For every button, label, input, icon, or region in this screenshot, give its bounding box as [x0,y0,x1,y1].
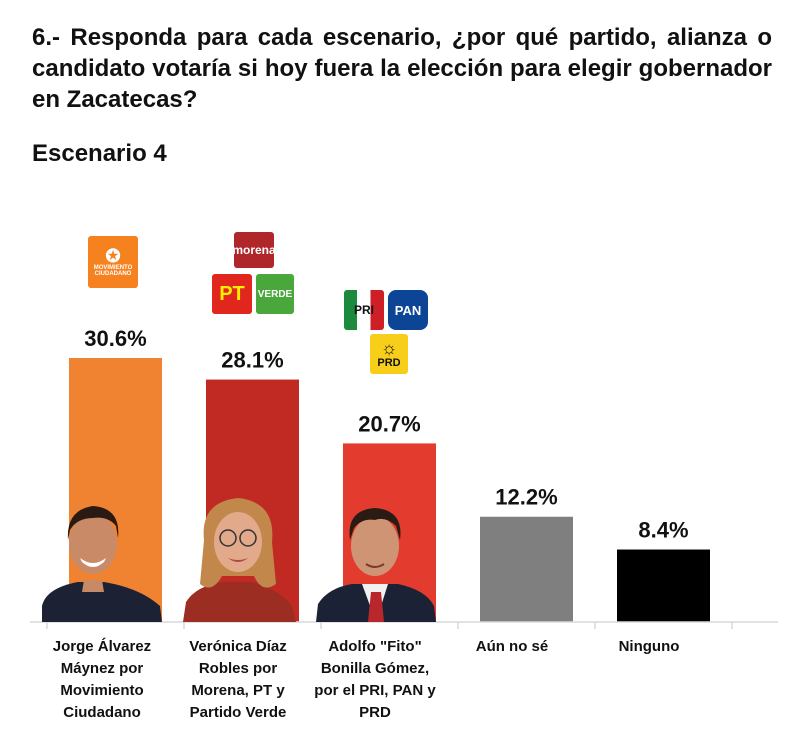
value-label-ninguno: 8.4% [638,518,688,543]
prd-logo: ☼ PRD [370,334,408,374]
value-label-aun-no-se: 12.2% [495,485,557,510]
morena-logo: morena [234,232,274,268]
chart-canvas: 30.6% 28.1% 20.7% 12.2% 8.4% [30,326,778,629]
bar-chart: 30.6% 28.1% 20.7% 12.2% 8.4% [0,180,800,736]
value-label-alvarez: 30.6% [84,326,146,351]
category-label-bonilla: Adolfo "Fito" Bonilla Gómez, por el PRI,… [314,638,436,721]
candidate-photo-diaz [183,498,296,622]
value-label-bonilla: 20.7% [358,411,420,436]
candidate-photo-alvarez [42,506,162,622]
category-label-aun-no-se: Aún no sé [475,638,549,655]
candidate-photo-bonilla [316,508,436,622]
movimiento-ciudadano-logo: ✪ MOVIMIENTO CIUDADANO [88,236,138,288]
category-label-ninguno: Ninguno [618,638,680,655]
question-text: 6.- Responda para cada escenario, ¿por q… [32,24,772,113]
pan-logo: PAN [388,290,428,330]
partido-verde-logo: VERDE [256,274,294,314]
pt-logo: PT [212,274,252,314]
category-label-alvarez: Jorge Álvarez Máynez por Movimiento Ciud… [52,638,152,721]
bar-alvarez [69,358,162,622]
bar-diaz [206,379,299,622]
pri-logo: PRI [344,290,384,330]
bar-aun-no-se [480,516,573,622]
value-label-diaz: 28.1% [221,348,283,373]
category-label-diaz: Verónica Díaz Robles por Morena, PT y Pa… [189,638,287,721]
bar-ninguno [617,549,710,622]
scenario-title: Escenario 4 [32,140,167,167]
